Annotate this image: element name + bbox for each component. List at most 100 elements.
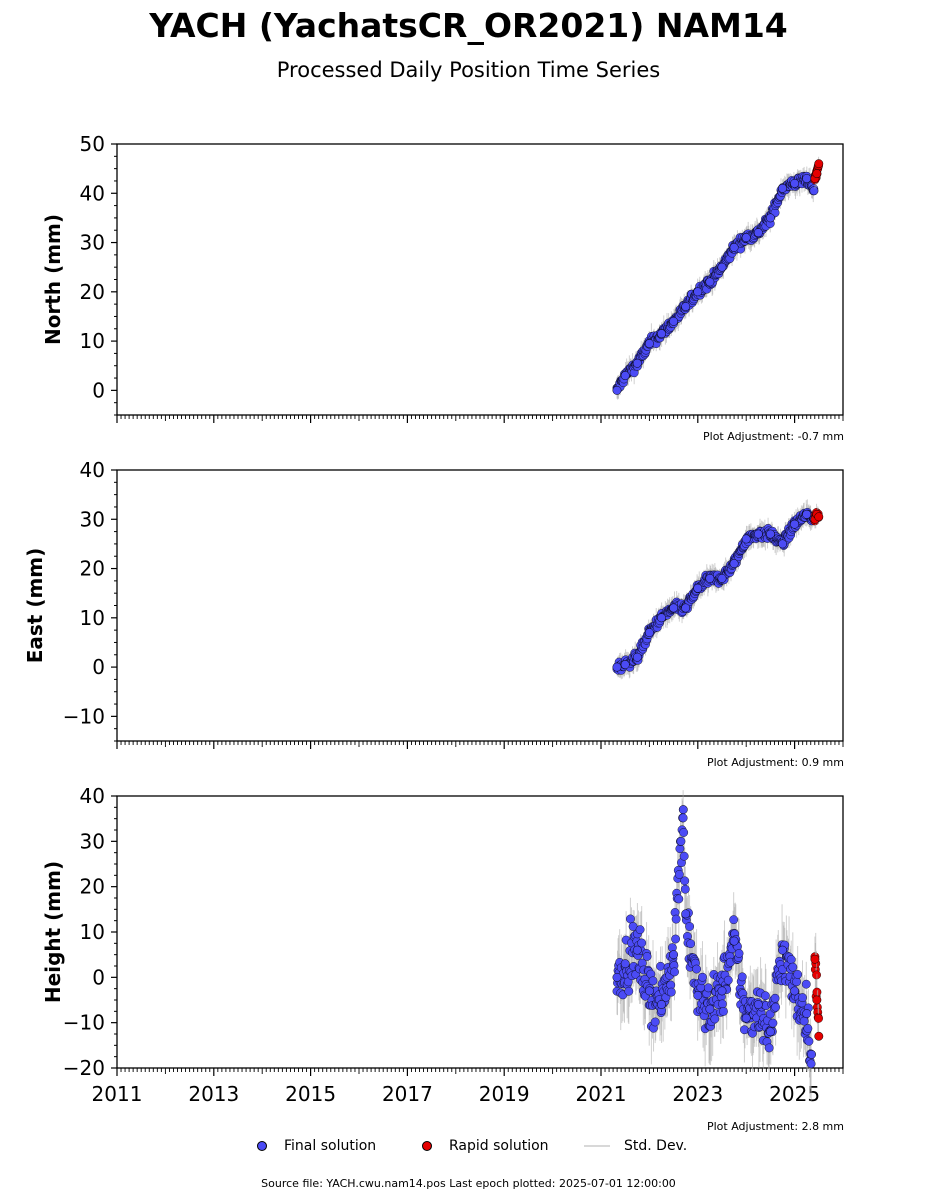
height-final-point xyxy=(764,1043,774,1053)
height-final-point xyxy=(786,955,796,964)
north-final-point xyxy=(717,262,727,272)
height-final-point xyxy=(804,1036,814,1046)
east-ytick-label: 20 xyxy=(80,557,105,581)
east-final-point xyxy=(729,559,739,569)
height-final-point xyxy=(632,945,642,955)
north-final-point xyxy=(644,339,654,349)
east-final-point xyxy=(681,603,691,613)
legend-final: Final solution xyxy=(257,1138,376,1154)
chart-title: YACH (YachatsCR_OR2021) NAM14 xyxy=(149,6,788,45)
north-ytick-label: 40 xyxy=(80,181,105,205)
north-ylabel: North (mm) xyxy=(41,214,65,345)
height-xtick-label: 2013 xyxy=(188,1082,239,1106)
height-final-point xyxy=(719,1007,728,1016)
north-final-point xyxy=(693,287,703,297)
east-final-point xyxy=(765,529,775,539)
east-rapid-point xyxy=(814,512,824,522)
height-final-point xyxy=(729,915,739,925)
height-final-point xyxy=(768,1018,778,1028)
height-final-point xyxy=(620,959,630,969)
height-final-point xyxy=(693,991,703,1000)
height-xtick-label: 2015 xyxy=(285,1082,336,1106)
east-final-point xyxy=(802,509,812,519)
east-plot-frame xyxy=(116,469,844,742)
east-ylabel: East (mm) xyxy=(23,548,47,664)
height-final-point xyxy=(788,962,798,972)
height-final-point xyxy=(790,986,800,996)
height-final-point xyxy=(612,972,622,982)
height-final-point xyxy=(666,987,676,997)
height-final-point xyxy=(676,836,686,846)
height-xtick-label: 2019 xyxy=(479,1082,530,1106)
height-final-point xyxy=(670,967,679,977)
height-ytick-label: 40 xyxy=(80,784,105,808)
north-plot-frame xyxy=(116,143,844,416)
height-final-point xyxy=(723,975,733,985)
height-rapid-point xyxy=(810,954,820,964)
north-final-point xyxy=(729,243,739,252)
height-final-point xyxy=(679,828,689,837)
height-final-point xyxy=(792,977,801,987)
height-final-point xyxy=(703,983,713,993)
north-final-point xyxy=(741,233,751,243)
height-final-point xyxy=(678,813,688,823)
chart-subtitle: Processed Daily Position Time Series xyxy=(276,58,661,82)
height-xtick-label: 2011 xyxy=(92,1082,143,1106)
height-final-point xyxy=(806,1059,816,1069)
height-final-point xyxy=(729,936,739,946)
height-final-point xyxy=(778,945,787,955)
height-final-point xyxy=(803,1024,813,1033)
north-final-point xyxy=(753,228,763,238)
east-final-point xyxy=(632,652,642,662)
height-final-point xyxy=(656,961,665,971)
height-final-point xyxy=(799,1016,809,1026)
height-final-point xyxy=(771,1002,781,1012)
north-final-point xyxy=(612,385,622,395)
east-final-point xyxy=(669,603,679,613)
east-final-point xyxy=(741,534,751,544)
height-final-point xyxy=(678,805,688,815)
height-ylabel: Height (mm) xyxy=(41,861,65,1003)
height-rapid-point xyxy=(814,1014,823,1023)
height-final-point xyxy=(657,1000,666,1009)
east-ytick-label: 0 xyxy=(92,655,105,679)
height-final-point xyxy=(685,922,694,931)
height-final-point xyxy=(765,1027,775,1037)
height-final-point xyxy=(674,870,684,879)
north-final-point xyxy=(765,213,775,223)
height-xtick-label: 2017 xyxy=(382,1082,433,1106)
height-final-point xyxy=(671,934,680,944)
east-final-point xyxy=(644,628,654,638)
east-ytick-label: 10 xyxy=(80,606,105,630)
source-footer: Source file: YACH.cwu.nam14.pos Last epo… xyxy=(261,1177,676,1190)
height-final-point xyxy=(717,999,727,1009)
height-final-point xyxy=(635,925,645,935)
height-xtick-label: 2025 xyxy=(769,1082,820,1106)
east-ytick-label: −10 xyxy=(63,704,105,728)
north-ytick-label: 20 xyxy=(80,280,105,304)
east-plot-adjustment: Plot Adjustment: 0.9 mm xyxy=(706,756,844,769)
height-xtick-label: 2021 xyxy=(576,1082,627,1106)
height-final-point xyxy=(650,1017,660,1027)
height-final-point xyxy=(698,972,707,982)
height-ytick-label: 10 xyxy=(80,920,105,944)
east-final-point xyxy=(612,662,622,672)
east-ytick-label: 30 xyxy=(80,507,105,531)
north-final-point xyxy=(790,178,800,188)
north-ytick-label: 50 xyxy=(80,132,105,156)
height-xtick-label: 2023 xyxy=(672,1082,723,1106)
height-final-point xyxy=(680,884,690,894)
height-final-point xyxy=(674,894,684,904)
north-final-point xyxy=(681,302,691,312)
height-rapid-point xyxy=(814,1031,824,1041)
height-final-point xyxy=(680,876,690,886)
height-final-point xyxy=(760,991,770,1001)
legend-stddev-label: Std. Dev. xyxy=(624,1138,688,1154)
height-final-point xyxy=(802,1009,812,1019)
height-final-point xyxy=(801,979,811,989)
height-final-point xyxy=(671,914,681,924)
legend-final-label: Final solution xyxy=(284,1138,377,1154)
height-final-point xyxy=(710,1014,720,1024)
height-final-point xyxy=(644,986,654,996)
east-final-point xyxy=(778,539,787,549)
